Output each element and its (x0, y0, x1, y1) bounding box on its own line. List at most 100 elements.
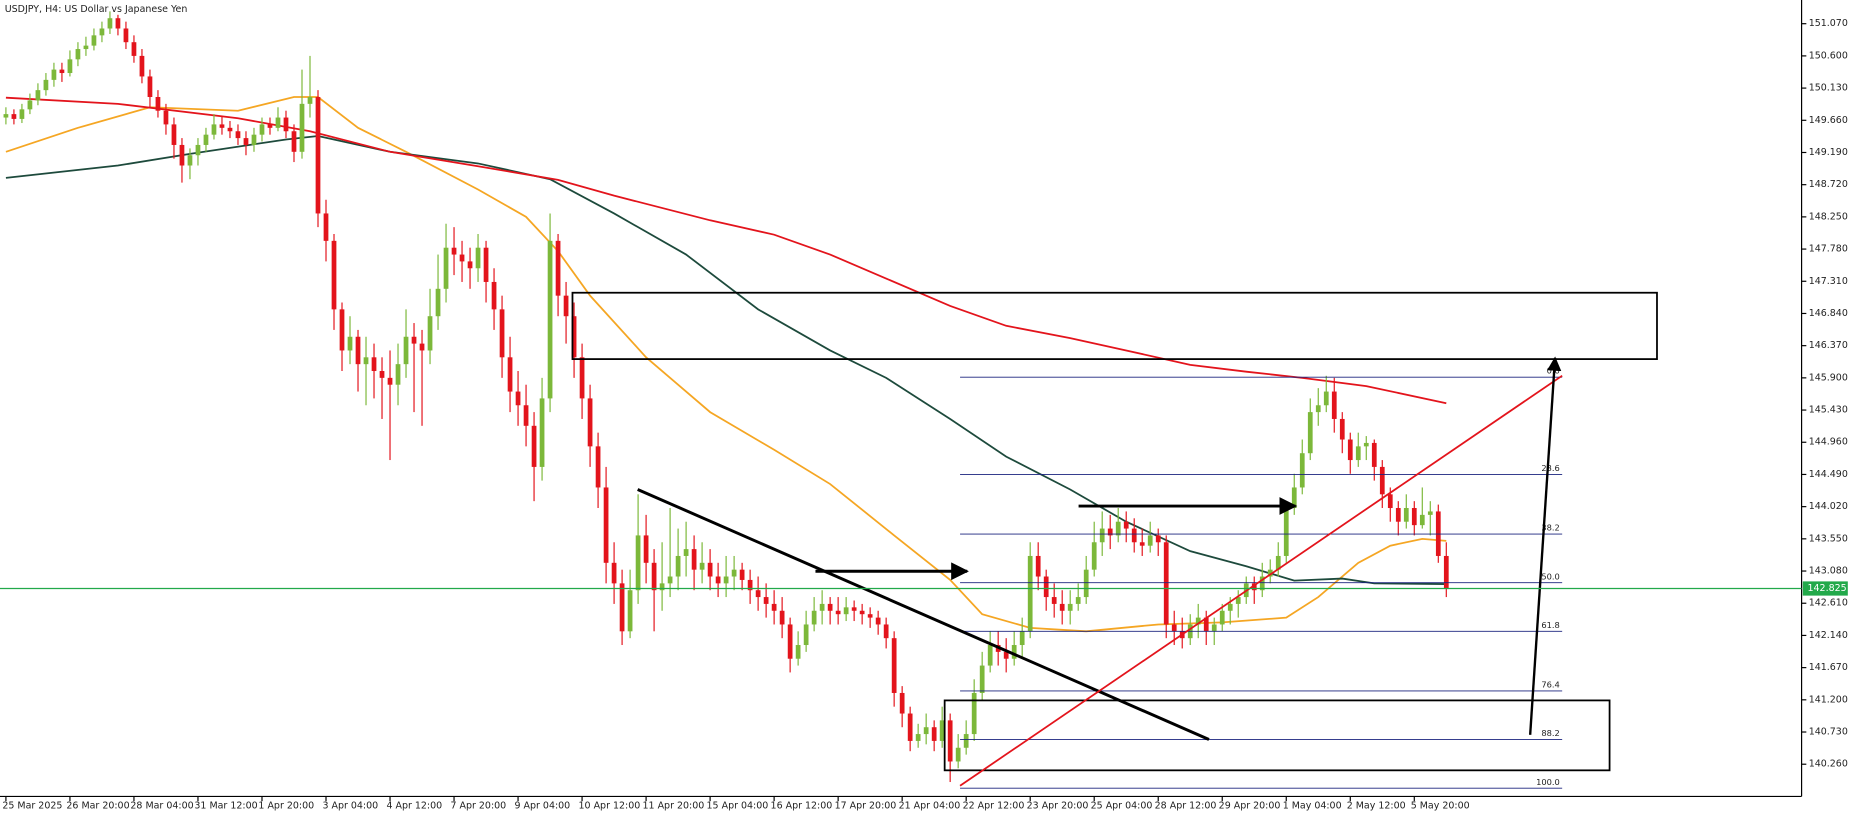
candle-body (499, 309, 505, 358)
candle-body (419, 343, 425, 351)
candle-body (723, 576, 729, 584)
candle-body (1075, 597, 1081, 604)
candle-body (1051, 597, 1057, 604)
x-tick-label: 2 May 12:00 (1347, 800, 1406, 811)
y-tick-label: 150.600 (1809, 50, 1848, 61)
x-tick-label: 25 Apr 04:00 (1091, 800, 1153, 811)
candle-body (755, 590, 761, 598)
fib-label: 76.4 (1541, 679, 1559, 689)
candle-body (75, 49, 81, 60)
candle-body (1379, 466, 1385, 495)
candle-body (779, 610, 785, 625)
candle-body (1259, 576, 1265, 591)
candle-body (19, 109, 25, 119)
candle-body (715, 576, 721, 584)
candle-body (1323, 391, 1329, 406)
candle-body (251, 134, 257, 145)
candle-body (307, 96, 313, 104)
candle-body (131, 42, 137, 56)
candle-body (675, 555, 681, 577)
candle-body (51, 69, 57, 80)
candle-body (1115, 521, 1121, 536)
fib-label: 61.8 (1541, 620, 1559, 630)
candle-body (475, 247, 481, 269)
candle-body (443, 247, 449, 289)
candle-body (235, 131, 241, 139)
candle-body (379, 371, 385, 378)
candle-body (1339, 418, 1345, 440)
candle-body (1035, 555, 1041, 577)
candle-body (843, 607, 849, 615)
candle-body (267, 124, 273, 128)
candle-body (811, 610, 817, 625)
candle-body (571, 316, 577, 358)
candle-body (1387, 494, 1393, 509)
y-tick-label: 147.780 (1809, 244, 1848, 255)
candle-body (971, 692, 977, 735)
candle-body (987, 645, 993, 666)
candle-body (395, 364, 401, 385)
y-tick-label: 140.260 (1809, 759, 1848, 770)
candle-body (643, 535, 649, 563)
candle-body (707, 562, 713, 577)
candle-body (1443, 555, 1449, 589)
candle-body (107, 18, 113, 29)
candle-body (619, 583, 625, 632)
y-tick-label: 146.370 (1809, 340, 1848, 351)
candle-body (747, 579, 753, 591)
y-tick-label: 140.730 (1809, 727, 1848, 738)
candle-body (203, 134, 209, 145)
candle-body (1331, 391, 1337, 419)
fib-label: 100.0 (1536, 777, 1560, 787)
candle-body (91, 35, 97, 46)
y-tick-label: 151.070 (1809, 18, 1848, 29)
candle-body (59, 69, 65, 74)
last-price-label: 142.825 (1808, 583, 1847, 594)
x-tick-label: 28 Apr 12:00 (1155, 800, 1217, 811)
candle-body (435, 288, 441, 317)
candle-body (827, 603, 833, 611)
candle-body (35, 90, 41, 101)
candle-body (123, 28, 129, 43)
candle-body (507, 357, 513, 392)
y-tick-label: 141.200 (1809, 694, 1848, 705)
candle-body (1003, 651, 1009, 659)
candle-body (275, 117, 281, 128)
x-tick-label: 5 May 20:00 (1411, 800, 1470, 811)
candle-body (1195, 617, 1201, 625)
candle-body (947, 720, 953, 762)
fib-label: 38.2 (1541, 523, 1559, 533)
y-tick-label: 141.670 (1809, 662, 1848, 673)
candle-body (43, 79, 49, 91)
y-tick-label: 150.130 (1809, 83, 1848, 94)
candle-body (563, 295, 569, 317)
candle-body (1411, 508, 1417, 526)
candle-body (683, 549, 689, 556)
candle-body (1419, 514, 1425, 526)
candle-body (1171, 624, 1177, 632)
candle-body (731, 569, 737, 577)
candle-body (1019, 631, 1025, 646)
candle-body (1139, 542, 1145, 546)
candle-body (315, 96, 321, 214)
candle-body (1403, 508, 1409, 522)
candle-body (1219, 610, 1225, 625)
x-tick-label: 17 Apr 20:00 (835, 800, 897, 811)
y-tick-label: 145.430 (1809, 405, 1848, 416)
candle-body (467, 261, 473, 269)
x-tick-label: 26 Mar 20:00 (66, 800, 129, 811)
candle-body (1275, 555, 1281, 570)
candle-body (1059, 603, 1065, 611)
candle-body (555, 240, 561, 296)
candle-body (531, 425, 537, 467)
candle-body (883, 624, 889, 639)
candle-body (323, 213, 329, 241)
y-tick-label: 146.840 (1809, 308, 1848, 319)
candle-body (659, 583, 665, 591)
y-tick-label: 149.190 (1809, 147, 1848, 158)
candle-body (1147, 535, 1153, 546)
candle-body (771, 603, 777, 611)
